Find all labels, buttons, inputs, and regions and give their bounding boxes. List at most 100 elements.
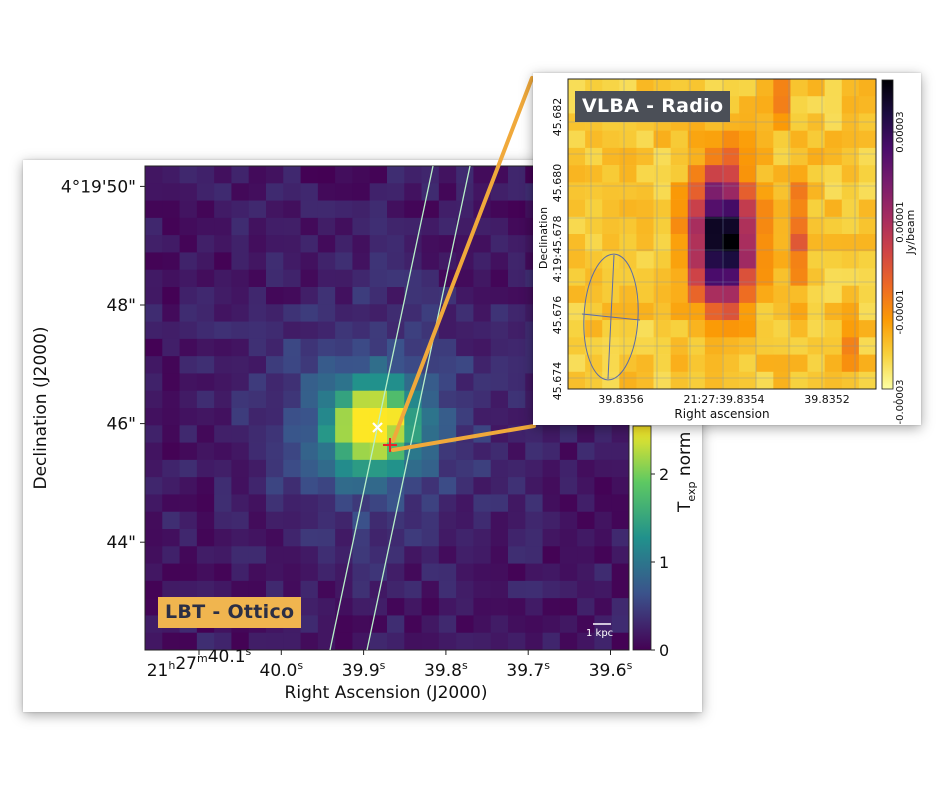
radio-pixel (653, 354, 671, 373)
optical-pixel (490, 459, 509, 478)
optical-pixel (559, 477, 578, 495)
optical-pixel (404, 356, 422, 374)
radio-pixel (568, 285, 586, 304)
optical-pixel (300, 425, 319, 443)
radio-x-tick-label: 21:27:39.8354 (684, 393, 765, 406)
radio-pixel (756, 130, 774, 149)
optical-pixel (266, 373, 284, 392)
optical-pixel (196, 580, 215, 599)
optical-pixel (248, 356, 267, 374)
radio-pixel (858, 96, 877, 114)
optical-pixel (611, 494, 630, 513)
y-axis-title: Declination (J2000) (31, 326, 51, 489)
optical-pixel (577, 580, 595, 599)
optical-pixel (490, 356, 509, 374)
optical-pixel (300, 546, 319, 564)
optical-pixel (248, 269, 267, 288)
optical-pixel (369, 598, 388, 616)
radio-pixel (739, 354, 757, 373)
optical-pixel (335, 356, 353, 374)
radio-pixel (773, 182, 791, 200)
optical-pixel (145, 338, 163, 357)
radio-pixel (704, 182, 723, 200)
optical-pixel (438, 166, 457, 184)
red-plus-icon (383, 438, 397, 452)
optical-pixel (421, 269, 440, 288)
radio-pixel (841, 79, 860, 97)
optical-pixel (145, 252, 163, 271)
radio-colorbar: 0.00003 0.00001 -0.00001 -0.00003 Jy/beam (881, 79, 917, 424)
optical-pixel (490, 287, 509, 305)
optical-pixel (352, 580, 371, 599)
radio-pixel (585, 147, 603, 166)
optical-pixel (145, 390, 163, 409)
optical-pixel (300, 563, 319, 582)
optical-pixel (283, 166, 301, 184)
optical-pixel (162, 632, 180, 651)
radio-pixel (585, 165, 603, 183)
radio-pixel (824, 302, 843, 321)
optical-pixel (196, 632, 215, 651)
optical-pixel (387, 477, 405, 495)
optical-pixel (421, 166, 440, 184)
optical-pixel (421, 373, 440, 392)
optical-pixel (317, 200, 336, 219)
radio-pixel (773, 268, 791, 286)
optical-pixel (145, 442, 163, 461)
optical-pixel (300, 615, 319, 634)
radio-pixel (704, 251, 723, 269)
optical-pixel (283, 511, 301, 530)
radio-pixel (739, 268, 757, 286)
optical-pixel (559, 632, 578, 651)
optical-pixel (196, 408, 215, 426)
optical-pixel (490, 321, 509, 340)
optical-pixel (611, 477, 630, 495)
optical-pixel (300, 373, 319, 392)
optical-pixel (577, 598, 595, 616)
radio-pixel (790, 130, 808, 149)
optical-pixel (335, 615, 353, 634)
radio-y-tick-label: 4:19:45.678 (551, 216, 564, 283)
optical-pixel (248, 442, 267, 461)
radio-pixel (756, 216, 774, 235)
optical-pixel (317, 442, 336, 461)
optical-pixel (317, 580, 336, 599)
optical-pixel (300, 183, 319, 201)
optical-pixel (473, 373, 492, 392)
optical-pixel (335, 632, 353, 651)
optical-pixel (196, 287, 215, 305)
optical-pixel (473, 580, 492, 599)
optical-pixel (473, 529, 492, 547)
optical-pixel (387, 494, 405, 513)
radio-pixel (585, 268, 603, 286)
radio-pixel (687, 268, 706, 286)
radio-pixel (756, 251, 774, 269)
radio-pixel (807, 130, 825, 149)
radio-pixel (858, 285, 877, 304)
radio-pixel (858, 234, 877, 252)
optical-pixel (214, 252, 232, 271)
optical-pixel (369, 494, 388, 513)
radio-pixel (704, 320, 723, 338)
optical-pixel (473, 632, 492, 651)
radio-pixel (653, 320, 671, 338)
optical-pixel (300, 632, 319, 651)
optical-pixel (438, 546, 457, 564)
optical-pixel (179, 425, 198, 443)
optical-pixel (559, 494, 578, 513)
optical-pixel (214, 217, 232, 236)
optical-pixel (335, 563, 353, 582)
radio-pixel (568, 268, 586, 286)
radio-pixel (653, 285, 671, 304)
optical-pixel (508, 200, 526, 219)
optical-pixel (525, 425, 543, 443)
optical-pixel (162, 287, 180, 305)
optical-pixel (369, 529, 388, 547)
optical-pixel (421, 356, 440, 374)
optical-pixel (421, 598, 440, 616)
optical-pixel (577, 632, 595, 651)
optical-pixel (145, 356, 163, 374)
radio-pixel (807, 182, 825, 200)
optical-pixel (508, 563, 526, 582)
optical-pixel (369, 304, 388, 322)
